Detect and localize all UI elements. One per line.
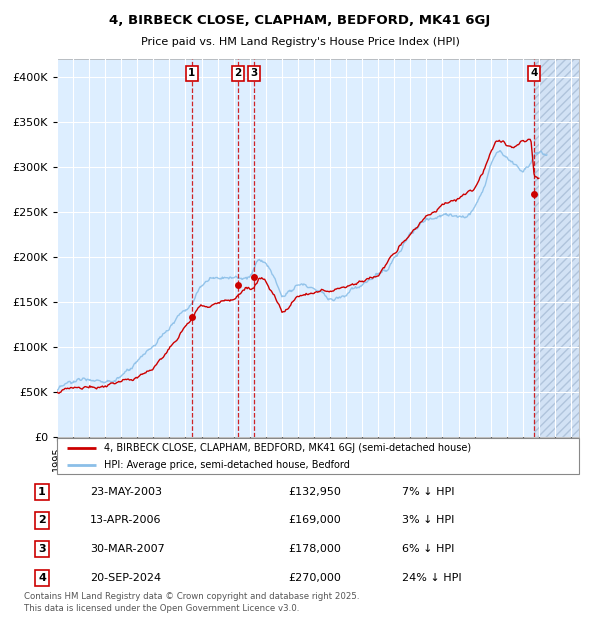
Text: 4: 4	[38, 573, 46, 583]
FancyBboxPatch shape	[57, 438, 579, 474]
Text: £132,950: £132,950	[288, 487, 341, 497]
Text: 4: 4	[530, 68, 538, 78]
Text: 4, BIRBECK CLOSE, CLAPHAM, BEDFORD, MK41 6GJ (semi-detached house): 4, BIRBECK CLOSE, CLAPHAM, BEDFORD, MK41…	[104, 443, 471, 453]
Text: This data is licensed under the Open Government Licence v3.0.: This data is licensed under the Open Gov…	[24, 603, 299, 613]
Text: 6% ↓ HPI: 6% ↓ HPI	[402, 544, 454, 554]
Text: 24% ↓ HPI: 24% ↓ HPI	[402, 573, 461, 583]
Text: 2: 2	[38, 515, 46, 525]
Text: 30-MAR-2007: 30-MAR-2007	[90, 544, 165, 554]
Bar	[535, 59, 579, 437]
Text: Price paid vs. HM Land Registry's House Price Index (HPI): Price paid vs. HM Land Registry's House …	[140, 37, 460, 47]
Text: £169,000: £169,000	[288, 515, 341, 525]
Text: 23-MAY-2003: 23-MAY-2003	[90, 487, 162, 497]
Text: 1: 1	[38, 487, 46, 497]
Text: 1: 1	[188, 68, 196, 78]
Text: £178,000: £178,000	[288, 544, 341, 554]
Bar	[535, 59, 579, 437]
Text: HPI: Average price, semi-detached house, Bedford: HPI: Average price, semi-detached house,…	[104, 459, 350, 469]
Text: 4, BIRBECK CLOSE, CLAPHAM, BEDFORD, MK41 6GJ: 4, BIRBECK CLOSE, CLAPHAM, BEDFORD, MK41…	[109, 14, 491, 27]
Text: 13-APR-2006: 13-APR-2006	[90, 515, 161, 525]
Text: 3% ↓ HPI: 3% ↓ HPI	[402, 515, 454, 525]
Text: £270,000: £270,000	[288, 573, 341, 583]
Text: 20-SEP-2024: 20-SEP-2024	[90, 573, 161, 583]
Text: 3: 3	[250, 68, 257, 78]
Text: 3: 3	[38, 544, 46, 554]
Text: 2: 2	[235, 68, 242, 78]
Text: Contains HM Land Registry data © Crown copyright and database right 2025.: Contains HM Land Registry data © Crown c…	[24, 592, 359, 601]
Text: 7% ↓ HPI: 7% ↓ HPI	[402, 487, 455, 497]
